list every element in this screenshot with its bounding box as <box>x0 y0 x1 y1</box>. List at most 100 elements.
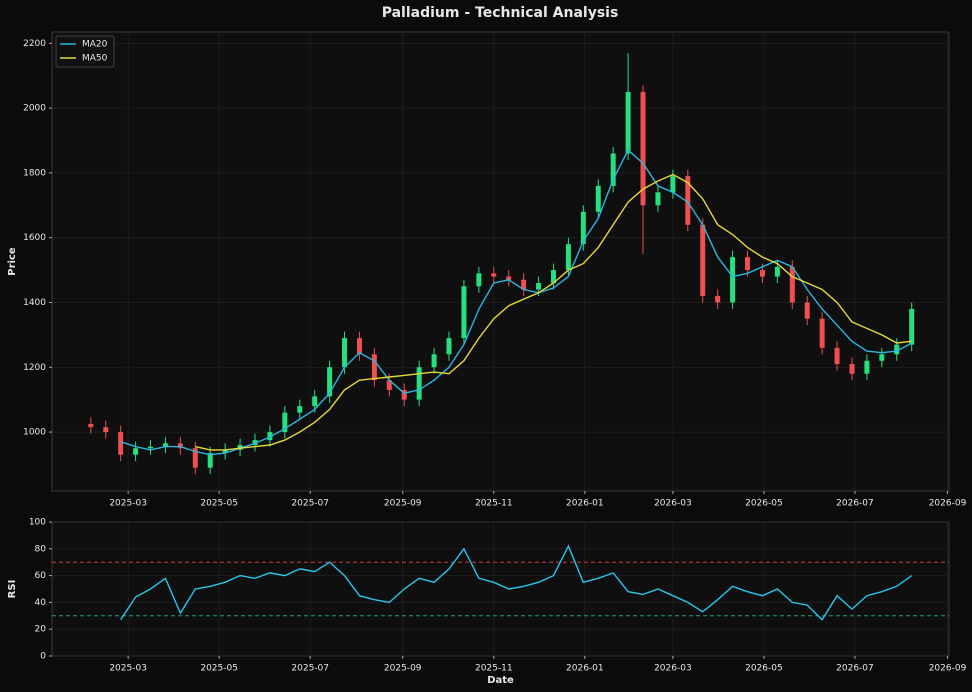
candle-body <box>506 276 512 280</box>
candle-body <box>133 448 139 455</box>
candle-body <box>640 91 646 206</box>
candle-body <box>371 354 377 381</box>
legend-label: MA50 <box>82 54 108 64</box>
x-tick-label: 2026-07 <box>836 664 874 674</box>
candle-body <box>446 338 452 355</box>
candle-body <box>655 192 661 206</box>
candle-body <box>565 244 571 271</box>
y-tick-label: 100 <box>29 518 46 528</box>
x-tick-label: 2025-03 <box>109 664 147 674</box>
candle-body <box>177 443 183 449</box>
y-tick-label: 1400 <box>23 298 46 308</box>
y-tick-label: 60 <box>35 571 47 581</box>
candle-body <box>715 295 721 303</box>
x-tick-label: 2026-01 <box>566 499 604 509</box>
candle-body <box>834 347 840 365</box>
y-tick-label: 0 <box>40 652 46 662</box>
y-tick-label: 2000 <box>23 104 46 114</box>
candle-body <box>282 412 288 433</box>
x-axis-label: Date <box>487 675 514 686</box>
y-tick-label: 1000 <box>23 428 46 438</box>
candle-body <box>356 338 362 355</box>
x-tick-label: 2026-09 <box>929 664 967 674</box>
y-tick-label: 1200 <box>23 363 46 373</box>
x-tick-label: 2026-03 <box>654 499 692 509</box>
candle-body <box>625 91 631 154</box>
y-tick-label: 2200 <box>23 39 46 49</box>
candle-body <box>237 445 243 450</box>
candle-body <box>909 308 915 345</box>
candle-body <box>610 153 616 186</box>
x-tick-label: 2026-05 <box>745 664 783 674</box>
candle-body <box>312 396 318 407</box>
candle-body <box>103 427 109 433</box>
ma-line <box>120 149 913 456</box>
x-tick-label: 2026-07 <box>836 499 874 509</box>
candle-body <box>894 344 900 355</box>
x-tick-label: 2025-11 <box>475 499 513 509</box>
candle-body <box>536 283 542 290</box>
candle-body <box>461 286 467 339</box>
x-tick-label: 2026-05 <box>745 499 783 509</box>
candle-body <box>222 449 228 454</box>
plot-area <box>51 521 950 657</box>
x-tick-label: 2025-07 <box>291 664 329 674</box>
x-tick-label: 2026-09 <box>929 499 967 509</box>
y-tick-label: 20 <box>35 625 47 635</box>
candle-body <box>730 257 736 303</box>
y-axis-label: Price <box>7 247 18 276</box>
candle-body <box>685 176 691 225</box>
x-tick-label: 2026-01 <box>566 664 604 674</box>
candle-body <box>386 380 392 390</box>
candle-body <box>745 257 751 271</box>
candle-body <box>759 270 765 277</box>
candle-body <box>252 440 258 446</box>
candle-body <box>849 364 855 374</box>
x-tick-label: 2025-09 <box>384 499 422 509</box>
x-tick-label: 2025-07 <box>291 499 329 509</box>
candle-body <box>476 273 482 287</box>
candle-body <box>192 448 198 468</box>
x-tick-label: 2026-03 <box>654 664 692 674</box>
x-tick-label: 2025-05 <box>200 499 238 509</box>
candle-body <box>297 406 303 413</box>
candle-body <box>864 360 870 374</box>
x-tick-label: 2025-05 <box>200 664 238 674</box>
chart-title: Palladium - Technical Analysis <box>382 5 619 21</box>
y-tick-label: 80 <box>35 544 47 554</box>
candle-body <box>267 432 273 441</box>
y-tick-label: 1600 <box>23 233 46 243</box>
candle-body <box>342 338 348 368</box>
y-axis-label: RSI <box>7 580 18 599</box>
candle-body <box>148 446 154 449</box>
candle-body <box>401 389 407 400</box>
candle-body <box>789 266 795 303</box>
candle-body <box>491 273 497 277</box>
candle-body <box>700 224 706 296</box>
candle-body <box>207 453 213 468</box>
y-tick-label: 40 <box>35 598 47 608</box>
candle-body <box>162 443 168 447</box>
candle-body <box>431 354 437 368</box>
candle-body <box>550 270 556 284</box>
candle-body <box>521 279 527 290</box>
rsi-line <box>120 544 913 621</box>
candle-body <box>118 432 124 455</box>
plot-area <box>51 31 950 492</box>
legend-label: MA20 <box>82 40 108 50</box>
candle-body <box>327 367 333 397</box>
x-tick-label: 2025-11 <box>475 664 513 674</box>
candle-body <box>804 302 810 319</box>
candle-body <box>879 354 885 361</box>
candle-body <box>595 185 601 212</box>
x-tick-label: 2025-09 <box>384 664 422 674</box>
candle-body <box>670 176 676 193</box>
candle-body <box>774 266 780 277</box>
ma-line <box>195 173 912 451</box>
y-tick-label: 1800 <box>23 168 46 178</box>
candle-body <box>416 367 422 400</box>
candle-body <box>88 423 94 428</box>
x-tick-label: 2025-03 <box>109 499 147 509</box>
candle-body <box>819 318 825 348</box>
